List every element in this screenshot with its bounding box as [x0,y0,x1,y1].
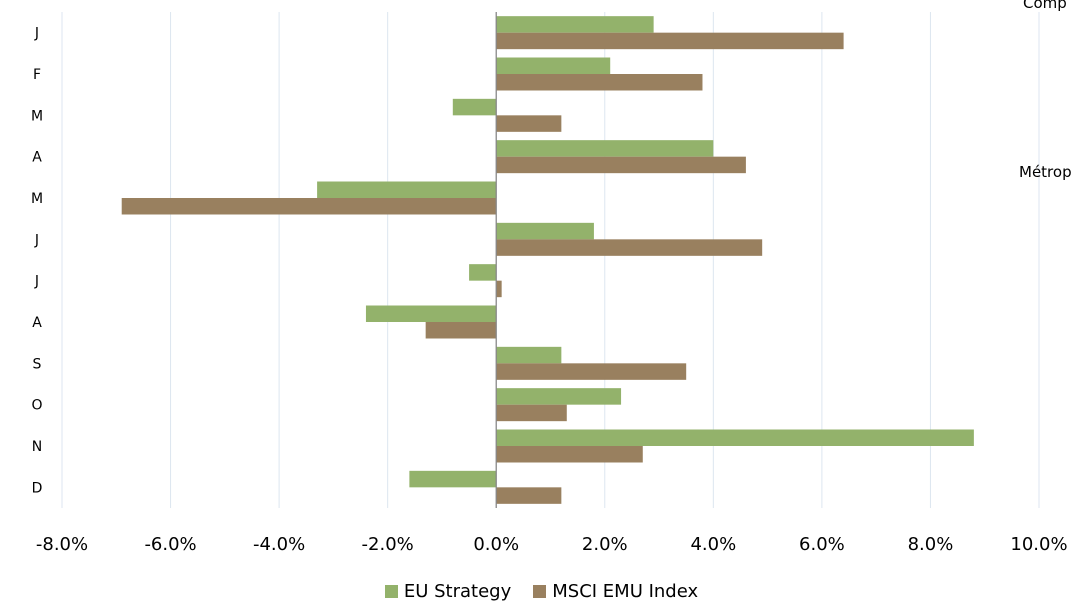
category-label-9: O [31,398,42,414]
legend-item-eu-strategy: EU Strategy [384,581,512,602]
tick-label-4: 0.0% [473,534,519,555]
legend-label-eu-strategy: EU Strategy [403,581,512,602]
category-label-3: A [32,150,42,166]
category-label-1: F [33,67,41,83]
category-label-2: M [31,108,43,124]
bar-msci-emu-7 [425,322,497,339]
category-label-6: J [34,274,39,290]
legend: EU Strategy MSCI EMU Index [0,581,1083,602]
category-label-4: M [31,191,43,207]
bar-msci-emu-6 [496,280,502,298]
category-label-10: N [32,439,42,455]
tick-label-2: -4.0% [253,534,305,555]
bar-eu-strategy-6 [469,264,497,281]
category-label-0: J [34,26,39,42]
legend-item-msci-emu: MSCI EMU Index [533,581,698,602]
bar-msci-emu-5 [496,239,763,256]
bar-eu-strategy-4 [317,181,497,198]
category-label-7: A [32,315,42,331]
bar-msci-emu-8 [496,363,687,380]
category-label-11: D [32,480,43,496]
bar-eu-strategy-0 [496,16,654,33]
bar-msci-emu-9 [496,404,567,422]
bar-eu-strategy-2 [452,98,497,116]
bar-eu-strategy-7 [365,305,497,322]
bar-msci-emu-1 [496,74,703,91]
bar-msci-emu-10 [496,446,643,463]
bar-msci-emu-3 [496,156,746,174]
bar-eu-strategy-3 [496,140,714,157]
tick-label-8: 8.0% [908,534,954,555]
tick-label-9: 10.0% [1010,534,1067,555]
legend-label-msci-emu: MSCI EMU Index [552,581,699,602]
category-labels: J F M A M J J A S O N D [31,26,43,497]
legend-swatch-msci-emu [533,585,547,598]
tick-labels: -8.0% -6.0% -4.0% -2.0% 0.0% 2.0% 4.0% 6.0% 8.0%… [36,534,1068,555]
bars [121,16,974,504]
bar-msci-emu-4 [121,198,497,215]
tick-label-7: 6.0% [799,534,845,555]
bar-eu-strategy-8 [496,346,562,364]
legend-swatch-eu-strategy [384,585,398,598]
side-text-metrop: Métrop [1019,163,1072,181]
bar-eu-strategy-1 [496,57,611,74]
bar-eu-strategy-9 [496,388,622,405]
gridlines [61,12,1040,508]
tick-label-3: -2.0% [362,534,414,555]
tick-label-6: 4.0% [690,534,736,555]
category-label-5: J [34,232,39,248]
bar-msci-emu-11 [496,487,562,504]
bar-eu-strategy-11 [409,470,497,488]
tick-label-5: 2.0% [582,534,628,555]
bar-msci-emu-2 [496,115,562,132]
side-text-comp: Comp [1023,0,1067,12]
bar-eu-strategy-10 [496,429,974,446]
bar-msci-emu-0 [496,32,844,50]
tick-label-1: -6.0% [144,534,196,555]
category-label-8: S [33,356,42,372]
bar-eu-strategy-5 [496,222,594,240]
tick-label-0: -8.0% [36,534,88,555]
